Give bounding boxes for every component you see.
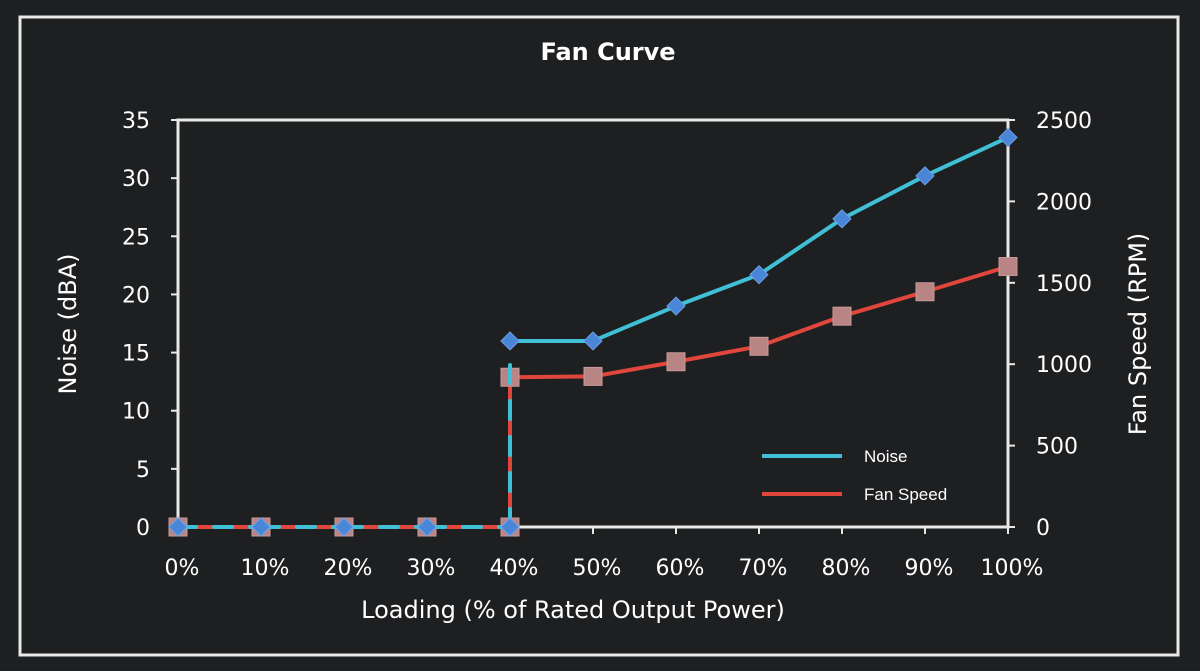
data-point-diamond — [334, 517, 354, 537]
data-point-diamond — [998, 127, 1018, 148]
legend-label-noise: Noise — [864, 447, 907, 466]
data-point-square — [666, 352, 686, 372]
x-tick-label: 50% — [573, 556, 622, 581]
series-segment — [674, 344, 761, 364]
x-axis-title: Loading (% of Rated Output Power) — [361, 596, 785, 624]
data-point-square — [998, 257, 1018, 277]
y-left-tick-label: 15 — [122, 342, 150, 367]
data-point-diamond — [500, 517, 520, 537]
series-segment — [923, 264, 1010, 294]
series-segment — [591, 304, 678, 343]
data-point-square — [583, 366, 603, 386]
x-tick-label: 100% — [981, 556, 1044, 581]
y-left-tick-label: 25 — [122, 225, 150, 250]
y-left-tick-label: 30 — [122, 167, 150, 192]
series-segment — [923, 135, 1010, 178]
x-tick-label: 90% — [905, 556, 954, 581]
y-right-axis-title: Fan Speed (RPM) — [1124, 233, 1152, 436]
series-noise — [168, 127, 1018, 537]
chart-title: Fan Curve — [540, 38, 675, 66]
data-point-diamond — [583, 331, 603, 351]
y-left-tick-label: 0 — [136, 516, 150, 541]
outer-frame — [18, 15, 1180, 657]
series-segment — [591, 359, 678, 379]
legend: Noise Fan Speed — [762, 447, 947, 504]
y-left-tick-label: 20 — [122, 283, 150, 308]
series-segment — [840, 289, 927, 319]
data-point-diamond — [500, 331, 520, 351]
legend-label-fan-speed: Fan Speed — [864, 485, 947, 504]
x-tick-label: 20% — [324, 556, 373, 581]
y-right-tick-label: 1000 — [1036, 353, 1092, 378]
data-point-diamond — [251, 517, 271, 537]
series-segment — [757, 216, 844, 277]
y-left-axis-title: Noise (dBA) — [54, 253, 82, 394]
data-point-diamond — [832, 209, 852, 229]
series-segment — [757, 314, 844, 349]
x-tick-label: 30% — [407, 556, 456, 581]
x-tick-label: 70% — [739, 556, 788, 581]
axes: 0 5 10 15 20 25 30 35 0 500 1000 1500 2000 2500 0% 10% 2… — [54, 109, 1152, 624]
y-right-tick-label: 2000 — [1036, 190, 1092, 215]
data-point-diamond — [666, 296, 686, 316]
x-tick-label: 80% — [822, 556, 871, 581]
y-right-tick-label: 2500 — [1036, 109, 1092, 134]
data-point-square — [915, 282, 935, 302]
series-segment — [508, 374, 595, 380]
data-point-square — [749, 336, 769, 356]
series-noise-markers-top — [168, 517, 520, 537]
data-point-diamond — [417, 517, 437, 537]
series-segment — [840, 173, 927, 221]
data-point-diamond — [749, 264, 769, 285]
x-tick-label: 60% — [656, 556, 705, 581]
x-tick-label: 10% — [241, 556, 290, 581]
series-segment — [674, 272, 761, 309]
y-left-tick-label: 10 — [122, 400, 150, 425]
data-point-square — [832, 306, 852, 326]
data-point-diamond — [168, 517, 188, 537]
y-left-tick-label: 5 — [136, 458, 150, 483]
x-tick-label: 0% — [165, 556, 200, 581]
y-right-tick-label: 500 — [1036, 435, 1078, 460]
y-right-tick-label: 0 — [1036, 516, 1050, 541]
x-tick-label: 40% — [490, 556, 539, 581]
y-left-tick-label: 35 — [122, 109, 150, 134]
y-right-tick-label: 1500 — [1036, 272, 1092, 297]
series-layer — [168, 127, 1018, 537]
data-point-diamond — [915, 166, 935, 186]
